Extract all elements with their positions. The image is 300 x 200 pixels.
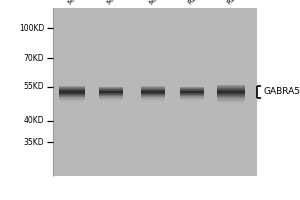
Bar	[180, 95, 204, 96]
Bar	[60, 101, 84, 102]
Bar	[99, 96, 123, 97]
Bar	[99, 89, 123, 90]
Bar	[217, 92, 245, 93]
Bar	[59, 91, 85, 92]
Bar	[217, 93, 245, 94]
Bar	[180, 92, 204, 93]
Bar	[218, 102, 244, 103]
Bar	[180, 89, 204, 90]
Bar	[61, 102, 83, 103]
Bar	[59, 90, 85, 91]
Bar	[52, 8, 256, 176]
Bar	[217, 87, 245, 88]
Bar	[100, 101, 122, 102]
Bar	[59, 87, 85, 88]
Bar	[180, 97, 204, 98]
Bar	[141, 86, 165, 87]
Bar	[182, 101, 203, 102]
Bar	[141, 94, 165, 95]
Bar	[217, 99, 245, 100]
Bar	[181, 99, 203, 100]
Bar	[217, 90, 245, 91]
Bar	[180, 96, 204, 97]
Bar	[141, 90, 165, 91]
Bar	[142, 100, 164, 101]
Bar	[59, 89, 85, 90]
Bar	[141, 92, 165, 93]
Bar	[99, 90, 123, 91]
Bar	[217, 94, 245, 95]
Bar	[142, 101, 164, 102]
Bar	[59, 99, 85, 100]
Bar	[217, 86, 245, 87]
Bar	[141, 91, 165, 92]
Bar	[59, 93, 85, 94]
Bar	[141, 97, 165, 98]
Bar	[217, 98, 245, 99]
Bar	[180, 87, 204, 88]
Bar	[99, 94, 123, 95]
Bar	[217, 88, 245, 89]
Bar	[141, 87, 165, 88]
Bar	[99, 97, 123, 98]
Bar	[60, 100, 84, 101]
Bar	[59, 86, 85, 87]
Bar	[218, 103, 244, 104]
Text: Rat skeletal muscle: Rat skeletal muscle	[227, 0, 279, 6]
Text: Mouse brain: Mouse brain	[68, 0, 102, 6]
Text: GABRA5: GABRA5	[263, 88, 300, 97]
Bar	[59, 97, 85, 98]
Bar	[180, 94, 204, 95]
Bar	[141, 88, 165, 89]
Bar	[141, 89, 165, 90]
Bar	[100, 100, 122, 101]
Bar	[100, 99, 122, 100]
Bar	[59, 94, 85, 95]
Text: 35KD: 35KD	[23, 138, 44, 147]
Bar	[141, 95, 165, 96]
Bar	[181, 100, 203, 101]
Text: 40KD: 40KD	[23, 116, 44, 125]
Text: Rat brain: Rat brain	[188, 0, 214, 6]
Bar	[218, 101, 244, 102]
Bar	[59, 95, 85, 96]
Bar	[141, 93, 165, 94]
Bar	[142, 99, 164, 100]
Bar	[99, 92, 123, 93]
Bar	[99, 95, 123, 96]
Text: Mouse pancreas: Mouse pancreas	[149, 0, 193, 6]
Bar	[219, 104, 243, 105]
Bar	[180, 88, 204, 89]
Bar	[59, 92, 85, 93]
Bar	[59, 96, 85, 97]
Bar	[99, 98, 123, 99]
Bar	[180, 98, 204, 99]
Text: 100KD: 100KD	[19, 24, 44, 33]
Bar	[141, 98, 165, 99]
Bar	[180, 90, 204, 91]
Text: Mouse skeletal muscle: Mouse skeletal muscle	[107, 0, 167, 6]
Text: 70KD: 70KD	[23, 54, 44, 63]
Bar	[180, 93, 204, 94]
Bar	[217, 100, 245, 101]
Bar	[141, 96, 165, 97]
Bar	[217, 89, 245, 90]
Bar	[217, 85, 245, 86]
Bar	[217, 96, 245, 97]
Bar	[99, 91, 123, 92]
Bar	[59, 98, 85, 99]
Bar	[217, 97, 245, 98]
Bar	[217, 91, 245, 92]
Bar	[59, 88, 85, 89]
Bar	[99, 87, 123, 88]
Bar	[99, 88, 123, 89]
Bar	[99, 93, 123, 94]
Bar	[180, 91, 204, 92]
Text: 55KD: 55KD	[23, 82, 44, 91]
Bar	[217, 95, 245, 96]
